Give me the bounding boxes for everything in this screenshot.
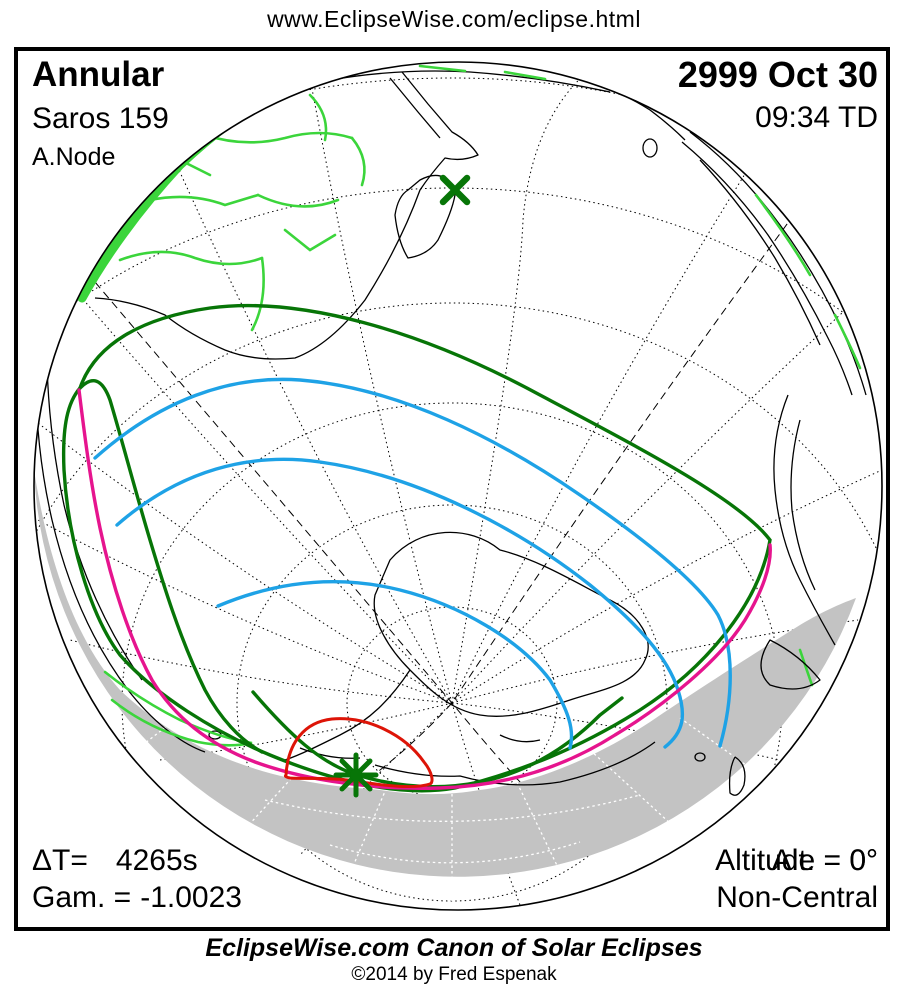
eclipse-time: 09:34 TD <box>755 101 878 134</box>
eclipse-begin-end-curve-1 <box>93 377 732 748</box>
globe-limb <box>33 61 883 911</box>
eclipse-curves <box>61 303 772 793</box>
altitude-row: Altitude = 0° Alt. = 0° <box>558 845 878 879</box>
eclipse-date: 2999 Oct 30 <box>677 54 878 95</box>
eclipse-type-label: Annular <box>32 55 165 94</box>
gamma-value: -1.0023 <box>140 881 242 914</box>
annular-path-curve <box>284 717 434 789</box>
asia-limb-green-bits <box>754 193 862 687</box>
dashed-gridlines <box>94 181 819 851</box>
sunrise-sunset-curve <box>77 388 772 790</box>
delta-t-row: ΔT= 4265s <box>32 845 198 877</box>
url-header: www.EclipseWise.com/eclipse.html <box>267 6 641 32</box>
altitude-long-label: Altitude = 0° <box>715 844 878 877</box>
gamma-label: Gam. = <box>32 881 132 914</box>
night-region <box>34 470 856 877</box>
africa-borders <box>118 64 547 332</box>
delta-t-label: ΔT= <box>32 844 88 877</box>
antarctic-peninsula-green <box>103 670 253 747</box>
antarctica-coastline <box>373 531 649 717</box>
eclipse-begin-end-curve-3 <box>216 579 574 750</box>
gamma-row: Gam. = -1.0023 <box>32 882 242 914</box>
penumbral-limit-cusp-branch <box>78 379 264 754</box>
altitude-short-label: Alt. = 0° <box>771 844 878 877</box>
saros-label: Saros 159 <box>32 102 169 135</box>
eclipse-globe-map <box>33 61 883 911</box>
asia-limb-coastline <box>689 131 867 396</box>
night-graticule <box>129 699 761 903</box>
green-x-marker <box>439 174 471 206</box>
map-frame: Annular Saros 159 A.Node 2999 Oct 30 09:… <box>14 47 890 931</box>
copyright: ©2014 by Fred Espenak <box>351 964 557 985</box>
canon-title: EclipseWise.com Canon of Solar Eclipses <box>205 934 703 962</box>
greatest-eclipse-marker <box>333 752 379 798</box>
delta-t-value: 4265s <box>115 844 198 877</box>
africa-coastline <box>94 71 479 360</box>
node-label: A.Node <box>32 143 116 171</box>
non-central-label: Non-Central <box>716 881 878 914</box>
penumbral-limit-curve <box>61 303 772 793</box>
